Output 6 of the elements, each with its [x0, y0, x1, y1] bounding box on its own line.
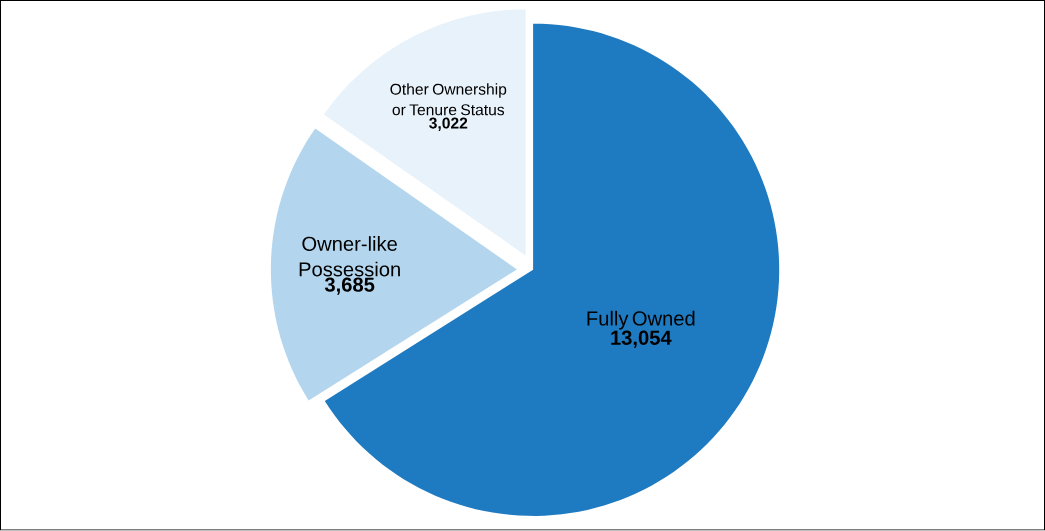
slice-label: Owner-like Possession: [299, 236, 400, 277]
data-label: 3,685: [324, 277, 375, 295]
slice-label: Fully Owned: [587, 311, 695, 330]
data-label: 3,022: [429, 117, 468, 132]
slice-label: Other Ownership or Tenure Status: [390, 83, 507, 116]
data-label: 13,054: [611, 330, 672, 349]
